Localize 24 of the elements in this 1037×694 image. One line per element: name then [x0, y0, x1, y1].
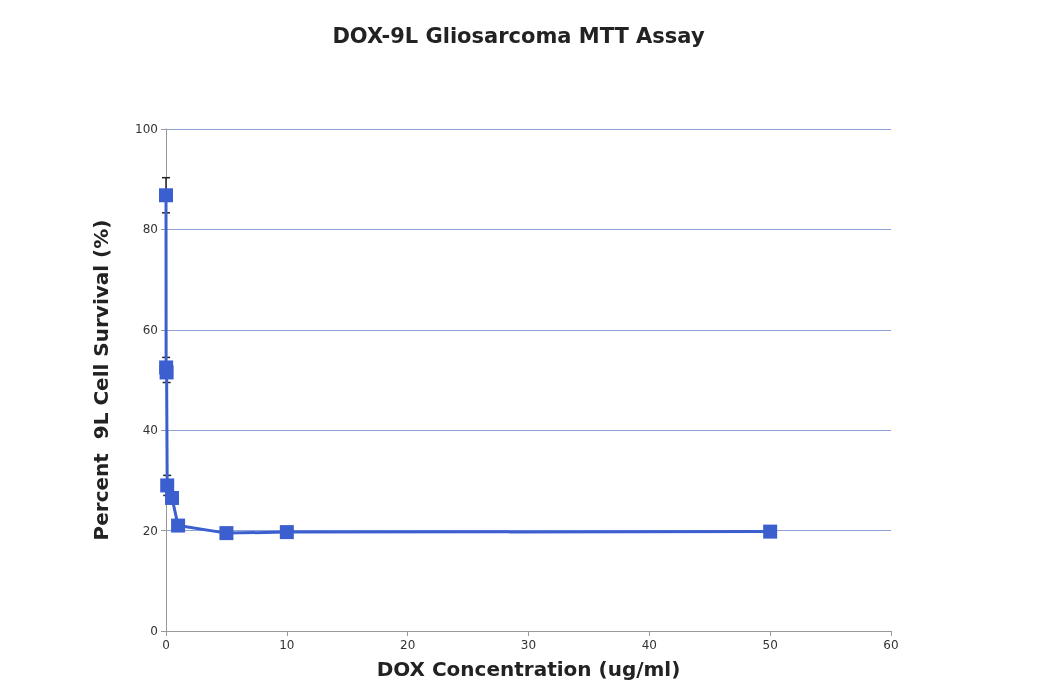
x-tick-label: 60: [883, 638, 899, 652]
chart-title: DOX-9L Gliosarcoma MTT Assay: [332, 23, 705, 48]
y-tick-label: 0: [150, 624, 158, 638]
point: [159, 188, 174, 203]
y-tick-label: 80: [142, 222, 158, 237]
x-tick-label: 20: [400, 638, 416, 652]
y-tick-label: 40: [142, 423, 158, 438]
x-tick-label: 30: [520, 638, 537, 652]
x-tick-label: 40: [641, 638, 657, 652]
x-tick-label: 50: [762, 638, 778, 652]
y-axis-title: Percent 9L Cell Survival (%): [89, 219, 113, 541]
y-tick-label: 20: [142, 523, 158, 538]
point: [159, 365, 174, 380]
x-tick-label: 10: [279, 638, 295, 652]
x-axis-title: DOX Concentration (ug/ml): [376, 657, 681, 681]
point: [279, 525, 294, 540]
point: [219, 526, 234, 541]
point: [165, 490, 180, 505]
point: [171, 518, 186, 533]
y-tick-label: 100: [135, 122, 158, 136]
y-tick-label: 60: [142, 322, 158, 337]
point: [763, 524, 778, 539]
point: [160, 478, 175, 493]
x-tick-label: 0: [162, 638, 170, 652]
